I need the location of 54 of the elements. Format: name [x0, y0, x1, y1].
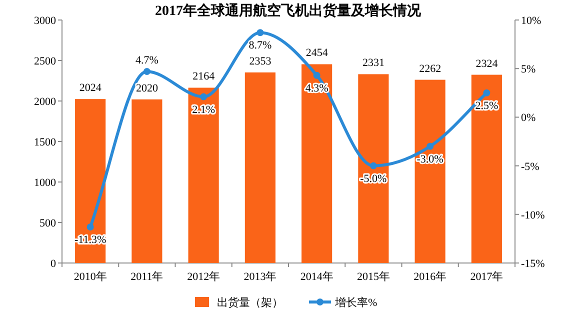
- data-label: 8.7%: [248, 40, 272, 52]
- data-label: 2331: [362, 57, 384, 70]
- data-label: 2164: [192, 70, 216, 83]
- bar: [188, 88, 219, 263]
- x-tick-label: 2011年: [130, 271, 164, 283]
- y2-tick-label: 10%: [521, 15, 542, 27]
- data-label: 2024: [79, 82, 102, 94]
- point: [426, 142, 434, 150]
- y-tick-label: 1000: [34, 177, 56, 189]
- y-tick-label: 2000: [34, 96, 56, 108]
- data-label: 2353: [249, 55, 272, 68]
- point: [86, 224, 94, 231]
- legend-label: 增长率%: [334, 296, 378, 309]
- y-tick-label: 2500: [34, 56, 56, 68]
- y2-tick-label: -5%: [521, 160, 540, 173]
- chart-title: 2017年全球通用航空飞机出货量及增长情况: [155, 2, 422, 19]
- point: [313, 72, 320, 79]
- x-tick-label: 2015年: [356, 271, 390, 283]
- data-label: 2324: [476, 58, 498, 70]
- data-label: 2262: [419, 62, 442, 75]
- point: [483, 89, 490, 96]
- data-label: 2.5%: [475, 100, 498, 112]
- data-label: 2.1%: [192, 104, 216, 116]
- x-tick-label: 2012年: [187, 271, 220, 283]
- y2-tick-label: 5%: [521, 64, 536, 76]
- bar: [75, 99, 106, 263]
- data-label: -5.0%: [360, 172, 387, 185]
- data-label: 2020: [136, 82, 158, 94]
- y-tick-label: 1500: [34, 136, 56, 148]
- bar: [132, 99, 162, 263]
- point: [370, 162, 377, 170]
- y2-tick-label: -10%: [521, 209, 545, 222]
- y2-tick-label: -15%: [521, 258, 545, 270]
- point: [200, 93, 208, 100]
- data-label: -3.0%: [416, 153, 444, 166]
- bar: [414, 80, 446, 263]
- y-tick-label: 500: [40, 218, 56, 230]
- bar: [358, 74, 389, 263]
- legend-label: 出货量（架）: [217, 296, 283, 309]
- x-tick-label: 2017年: [470, 271, 504, 283]
- bar: [302, 64, 332, 263]
- y-tick-label: 3000: [34, 15, 56, 27]
- point: [256, 29, 264, 36]
- x-tick-label: 2013年: [244, 271, 277, 283]
- y2-tick-label: 0%: [521, 112, 536, 124]
- x-tick-label: 2010年: [74, 271, 107, 283]
- point: [143, 68, 150, 76]
- bar: [244, 72, 276, 263]
- data-label: 4.7%: [135, 54, 158, 67]
- y-tick-label: 0: [50, 258, 56, 270]
- bar: [471, 74, 502, 263]
- x-tick-label: 2016年: [414, 271, 447, 283]
- data-label: 2454: [306, 47, 328, 60]
- x-tick-label: 2014年: [300, 271, 334, 283]
